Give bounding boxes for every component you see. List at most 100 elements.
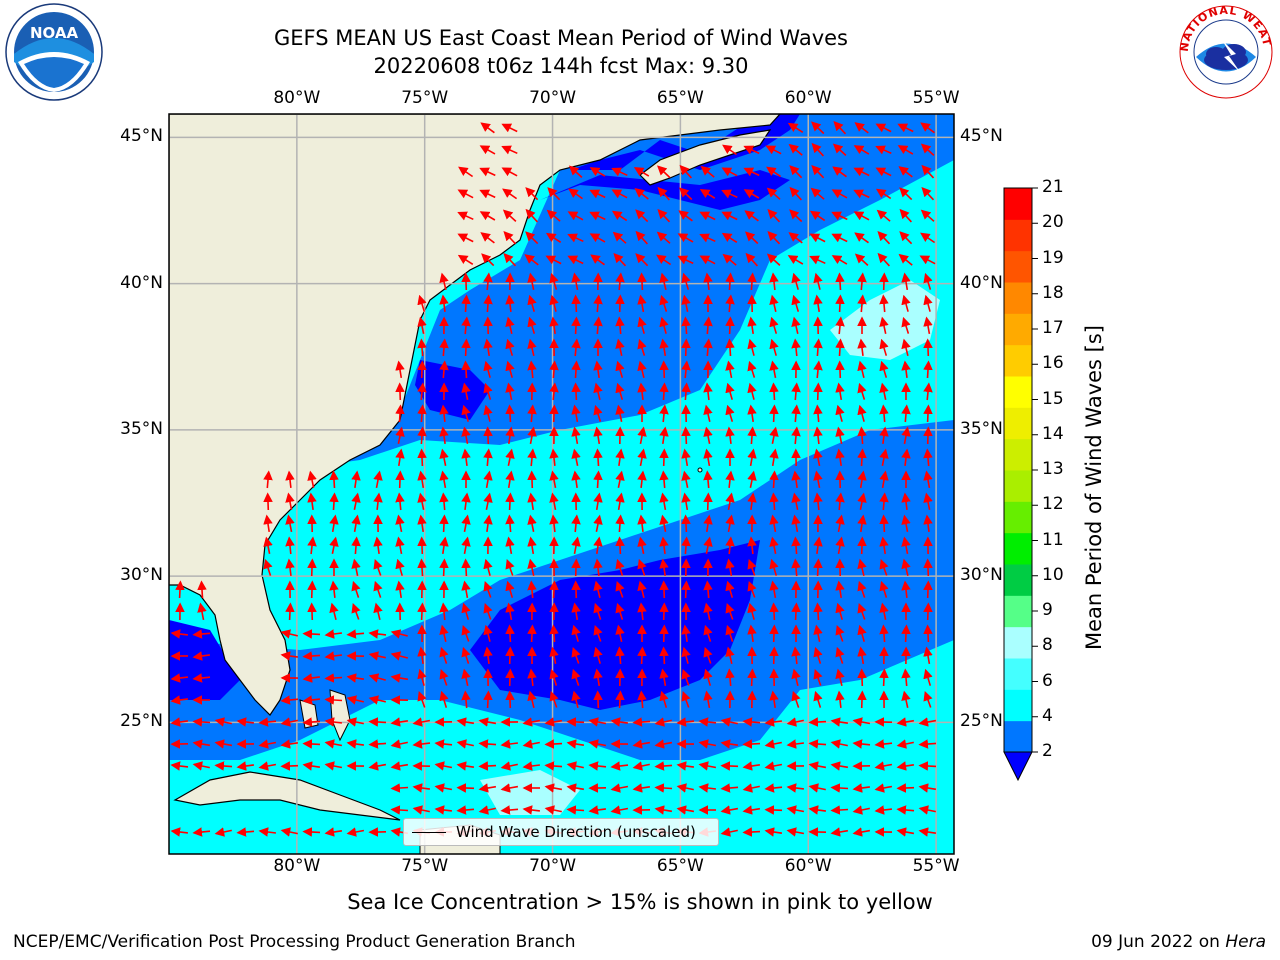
wind-wave-arrow xyxy=(329,602,339,620)
wind-wave-arrow xyxy=(808,717,827,727)
wind-wave-arrow xyxy=(593,558,603,576)
wind-wave-arrow xyxy=(901,690,911,708)
wind-wave-arrow xyxy=(483,624,493,642)
wind-wave-arrow xyxy=(324,629,343,639)
wind-wave-arrow xyxy=(901,558,911,576)
wind-wave-arrow xyxy=(346,695,364,705)
wind-wave-arrow xyxy=(769,514,779,533)
wind-wave-arrow xyxy=(879,602,889,620)
wind-wave-arrow xyxy=(769,272,779,291)
wind-wave-arrow xyxy=(896,761,915,771)
wind-wave-arrow xyxy=(703,470,713,489)
wind-wave-arrow xyxy=(659,448,669,467)
wind-wave-arrow xyxy=(857,514,867,533)
wind-wave-arrow xyxy=(588,805,607,815)
wind-wave-arrow xyxy=(502,209,517,222)
wind-wave-arrow xyxy=(791,338,801,357)
wind-wave-arrow xyxy=(412,717,431,727)
wind-wave-arrow xyxy=(351,558,361,576)
wind-wave-arrow xyxy=(676,717,695,727)
wind-wave-arrow xyxy=(483,470,493,489)
wind-wave-arrow xyxy=(615,492,625,511)
wind-wave-arrow xyxy=(835,690,845,708)
wind-wave-arrow xyxy=(659,646,669,665)
wind-wave-arrow xyxy=(703,338,713,357)
wind-wave-arrow xyxy=(637,580,647,598)
wind-wave-arrow xyxy=(659,382,669,401)
wind-wave-arrow xyxy=(789,209,803,223)
wind-wave-arrow xyxy=(923,580,933,599)
wind-wave-arrow xyxy=(478,761,497,771)
wind-wave-arrow xyxy=(192,761,210,771)
wind-wave-arrow xyxy=(461,382,471,400)
wind-wave-arrow xyxy=(923,294,933,312)
wind-wave-arrow xyxy=(813,558,823,577)
colorbar-swatch xyxy=(1004,282,1032,314)
wind-wave-arrow xyxy=(610,761,629,771)
colorbar-swatch xyxy=(1004,313,1032,346)
wind-wave-arrow xyxy=(549,294,559,312)
wind-wave-arrow xyxy=(368,651,386,661)
wind-wave-arrow xyxy=(439,646,449,664)
wind-wave-arrow xyxy=(483,690,493,709)
wind-wave-arrow xyxy=(699,211,716,221)
colorbar-swatch xyxy=(1004,501,1032,534)
wind-wave-arrow xyxy=(875,145,892,155)
wind-wave-arrow xyxy=(857,470,867,489)
wind-wave-arrow xyxy=(679,187,693,201)
wind-wave-arrow xyxy=(769,382,779,401)
wind-wave-arrow xyxy=(764,783,783,793)
wind-wave-arrow xyxy=(593,382,603,400)
wind-wave-arrow xyxy=(747,338,757,356)
wind-wave-arrow xyxy=(280,695,299,705)
wind-wave-arrow xyxy=(395,536,405,555)
wind-wave-arrow xyxy=(478,805,496,815)
wind-wave-arrow xyxy=(545,232,562,243)
wind-wave-arrow xyxy=(373,602,383,620)
wind-wave-arrow xyxy=(813,426,823,445)
wind-wave-arrow xyxy=(285,536,295,555)
wind-wave-arrow xyxy=(280,761,299,771)
wind-wave-arrow xyxy=(659,602,669,621)
wind-wave-arrow xyxy=(901,492,911,511)
wind-wave-arrow xyxy=(765,145,782,155)
wind-wave-arrow xyxy=(456,805,475,815)
wind-wave-arrow xyxy=(351,492,361,510)
wind-wave-arrow xyxy=(395,360,405,379)
wind-wave-arrow xyxy=(813,338,823,357)
tick-label: 80°W xyxy=(273,856,321,876)
wind-wave-arrow xyxy=(879,492,889,511)
wind-wave-arrow xyxy=(324,651,343,661)
wind-wave-arrow xyxy=(921,187,935,201)
wind-wave-arrow xyxy=(659,580,669,599)
wind-wave-arrow xyxy=(417,426,427,445)
wind-wave-arrow xyxy=(571,514,581,533)
wind-wave-arrow xyxy=(857,360,867,378)
wind-wave-arrow xyxy=(395,448,405,467)
wind-wave-arrow xyxy=(810,187,825,200)
wind-wave-arrow xyxy=(720,739,739,749)
wind-wave-arrow xyxy=(857,602,867,620)
wind-wave-arrow xyxy=(747,448,757,467)
wind-wave-arrow xyxy=(483,294,493,313)
wind-wave-arrow xyxy=(830,761,849,771)
wind-wave-arrow xyxy=(589,233,606,243)
wind-wave-arrow xyxy=(593,360,603,379)
wind-wave-arrow xyxy=(236,761,255,771)
tick-label: 65°W xyxy=(656,88,704,108)
wind-wave-arrow xyxy=(390,805,409,815)
wind-wave-arrow xyxy=(835,514,845,533)
wind-wave-arrow xyxy=(831,233,848,243)
wind-wave-arrow xyxy=(637,316,647,334)
wind-wave-arrow xyxy=(527,272,537,290)
wind-wave-arrow xyxy=(527,338,537,356)
wind-wave-arrow xyxy=(483,382,493,400)
wind-wave-arrow xyxy=(571,602,581,621)
wind-wave-arrow xyxy=(549,690,559,708)
wind-wave-arrow xyxy=(439,602,449,621)
wind-wave-arrow xyxy=(857,646,867,665)
wind-wave-arrow xyxy=(725,426,735,445)
wind-wave-arrow xyxy=(395,470,405,489)
wind-wave-arrow xyxy=(835,338,845,357)
wind-wave-arrow xyxy=(390,673,409,683)
